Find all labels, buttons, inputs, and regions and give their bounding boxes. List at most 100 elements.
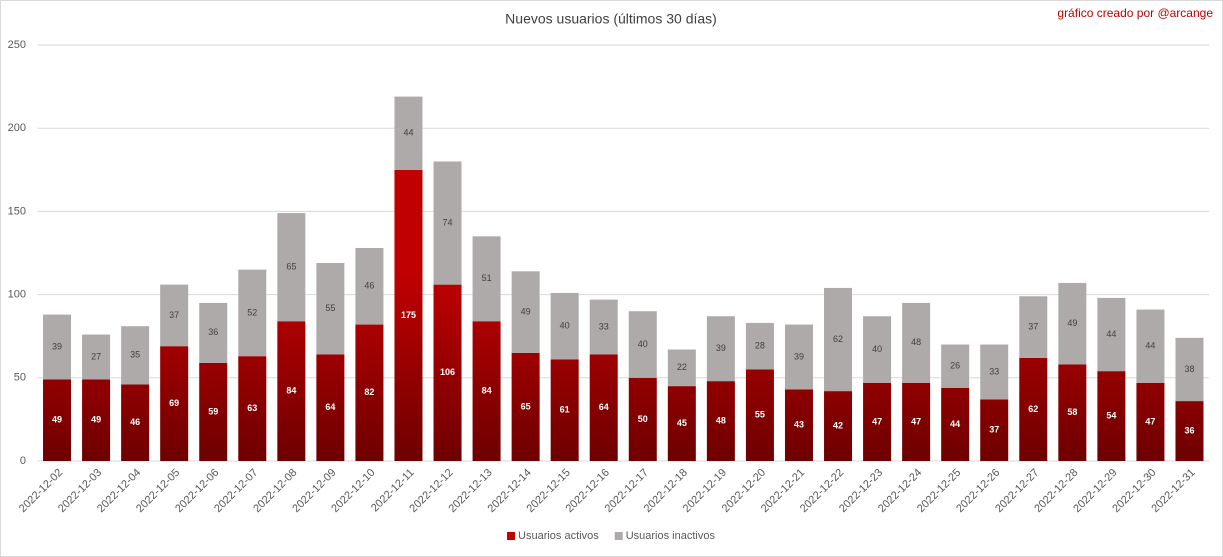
bar-segment xyxy=(745,369,774,461)
bar-segment xyxy=(1058,282,1087,365)
data-label: 37 xyxy=(1028,321,1038,331)
data-label: 49 xyxy=(521,306,531,316)
bar-segment xyxy=(82,334,111,380)
data-label: 46 xyxy=(130,417,140,427)
data-label: 37 xyxy=(169,310,179,320)
legend-swatch xyxy=(507,532,516,540)
bar-segment xyxy=(43,379,72,461)
data-label: 64 xyxy=(325,402,335,412)
bar-segment xyxy=(199,302,228,363)
bar-segment xyxy=(160,284,189,347)
data-label: 55 xyxy=(755,410,765,420)
data-label: 55 xyxy=(325,303,335,313)
bar-segment xyxy=(199,362,228,461)
data-label: 26 xyxy=(950,361,960,371)
bar-segment xyxy=(706,316,735,382)
y-tick-label: 100 xyxy=(8,289,26,301)
bar-segment xyxy=(1175,337,1204,402)
data-label: 52 xyxy=(247,307,257,317)
data-label: 64 xyxy=(599,402,609,412)
bar-segment xyxy=(824,391,853,461)
bar-segment xyxy=(941,344,970,388)
data-label: 39 xyxy=(52,341,62,351)
data-label: 61 xyxy=(560,405,570,415)
bar-segment xyxy=(394,96,423,170)
bar-segment xyxy=(1019,357,1048,461)
legend-label: Usuarios inactivos xyxy=(626,530,716,542)
data-label: 47 xyxy=(1145,416,1155,426)
bar-segment xyxy=(121,384,150,461)
bar-segment xyxy=(550,359,579,461)
chart-title: Nuevos usuarios (últimos 30 días) xyxy=(505,11,717,27)
data-label: 74 xyxy=(443,217,453,227)
data-label: 65 xyxy=(286,262,296,272)
data-label: 44 xyxy=(403,128,413,138)
data-label: 40 xyxy=(872,344,882,354)
bar-segment xyxy=(1097,371,1126,461)
bar-segment xyxy=(550,292,579,360)
data-label: 47 xyxy=(872,416,882,426)
bar-segment xyxy=(238,356,267,461)
bar-segment xyxy=(667,349,696,387)
data-label: 84 xyxy=(286,385,296,395)
data-label: 36 xyxy=(208,327,218,337)
data-label: 47 xyxy=(911,416,921,426)
data-label: 84 xyxy=(482,385,492,395)
bar-segment xyxy=(316,262,345,355)
bar-segment xyxy=(1136,309,1165,383)
bar-segment xyxy=(784,324,813,390)
data-label: 40 xyxy=(560,321,570,331)
bar-segment xyxy=(863,382,892,461)
data-label: 39 xyxy=(794,351,804,361)
data-label: 106 xyxy=(440,367,455,377)
bar-segment xyxy=(511,271,540,353)
data-label: 69 xyxy=(169,398,179,408)
bar-segment xyxy=(667,386,696,461)
data-label: 44 xyxy=(950,419,960,429)
legend-label: Usuarios activos xyxy=(518,530,599,542)
legend: Usuarios activos Usuarios inactivos xyxy=(507,530,715,542)
data-label: 49 xyxy=(52,415,62,425)
bar-segment xyxy=(511,352,540,461)
bar-segment xyxy=(902,302,931,383)
data-label: 42 xyxy=(833,420,843,430)
bar-segment xyxy=(82,379,111,461)
data-label: 35 xyxy=(130,350,140,360)
data-label: 82 xyxy=(364,387,374,397)
data-label: 40 xyxy=(638,339,648,349)
bar-segment xyxy=(394,169,423,462)
bar-segment xyxy=(902,382,931,461)
data-label: 46 xyxy=(364,281,374,291)
data-label: 59 xyxy=(208,406,218,416)
bar-segment xyxy=(1058,364,1087,461)
data-label: 48 xyxy=(911,337,921,347)
bar-segment xyxy=(1136,382,1165,461)
y-tick-label: 0 xyxy=(20,455,26,467)
y-tick-label: 50 xyxy=(14,372,26,384)
bar-segment xyxy=(1019,296,1048,358)
data-label: 62 xyxy=(1028,404,1038,414)
bar-segment xyxy=(43,314,72,380)
data-label: 38 xyxy=(1184,364,1194,374)
bar-segment xyxy=(824,287,853,392)
bar-segment xyxy=(1097,297,1126,372)
bar-segment xyxy=(472,321,501,461)
data-label: 44 xyxy=(1145,341,1155,351)
bar-segment xyxy=(589,299,618,355)
bar-segment xyxy=(355,248,384,325)
data-label: 33 xyxy=(989,366,999,376)
data-label: 39 xyxy=(716,343,726,353)
bar-segment xyxy=(784,389,813,461)
bar-segment xyxy=(277,321,306,461)
bar-segment xyxy=(1175,401,1204,461)
bar-segment xyxy=(706,381,735,461)
y-tick-label: 150 xyxy=(8,205,26,217)
data-label: 22 xyxy=(677,362,687,372)
bar-segment xyxy=(121,326,150,385)
bar-segment xyxy=(980,399,1009,461)
y-tick-label: 250 xyxy=(8,39,26,51)
data-label: 58 xyxy=(1067,407,1077,417)
data-label: 49 xyxy=(1067,318,1077,328)
